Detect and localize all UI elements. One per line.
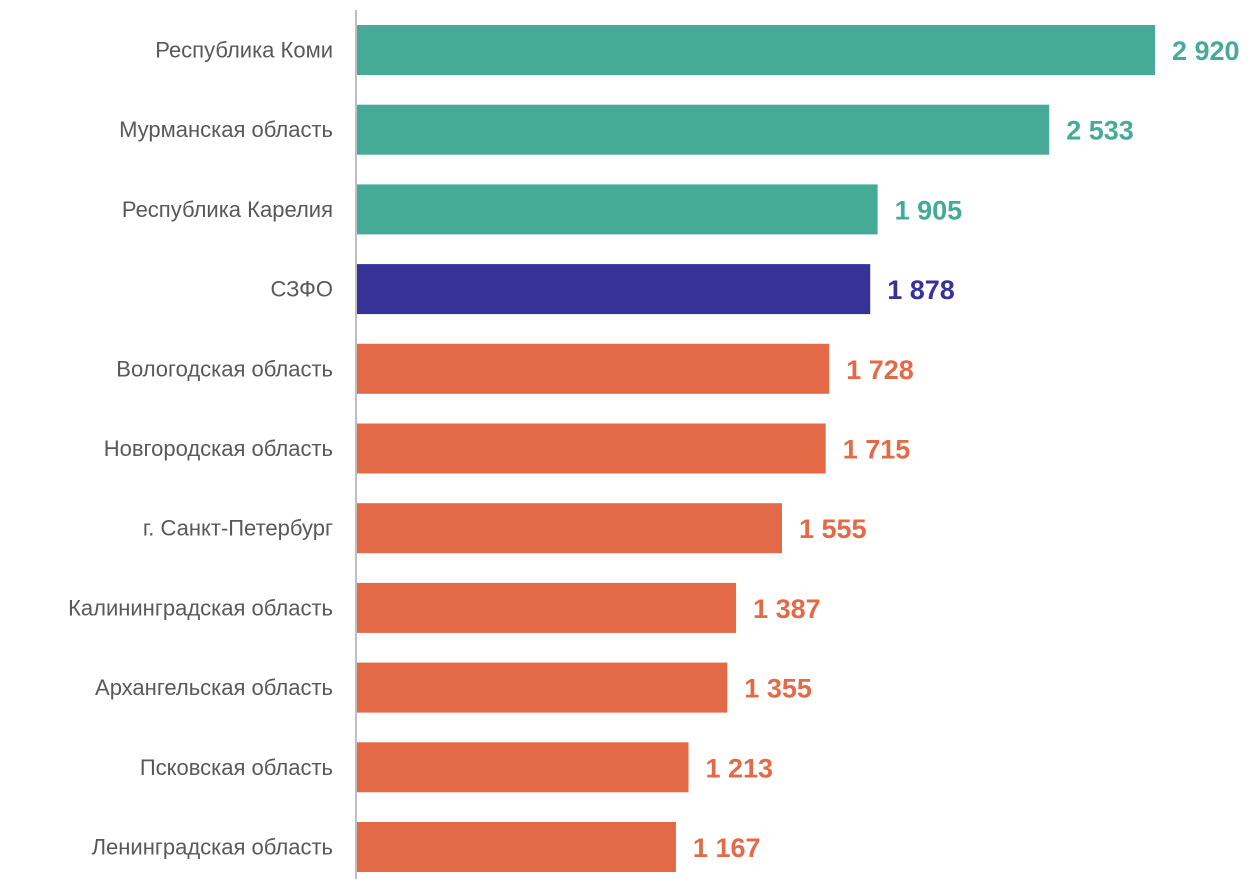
category-label-2: Мурманская область [119,117,333,142]
value-label-2: 2 533 [1066,116,1134,146]
category-label-9: Архангельская область [95,675,333,700]
value-label-7: 1 555 [799,514,867,544]
value-label-5: 1 728 [846,355,914,385]
bar-5 [357,343,830,394]
category-label-6: Новгородская область [104,436,333,461]
value-label-6: 1 715 [843,435,911,465]
value-label-4: 1 878 [887,275,955,305]
category-label-7: г. Санкт-Петербург [143,516,333,541]
category-label-3: Республика Карелия [122,197,333,222]
bar-10 [357,742,689,793]
bar-1 [357,25,1155,75]
bar-4 [357,264,871,315]
bar-8 [357,582,737,633]
labels-layer: Республика Коми 2 920 Мурманская область 2 … [68,36,1240,863]
bar-2 [357,104,1050,155]
category-label-10: Псковская область [140,755,333,780]
value-label-10: 1 213 [705,753,773,783]
value-label-8: 1 387 [753,594,821,624]
value-label-3: 1 905 [895,195,963,225]
bar-11 [357,822,676,872]
bar-3 [357,184,878,235]
value-label-11: 1 167 [693,833,761,863]
bar-7 [357,503,782,554]
category-label-11: Ленинградская область [92,835,333,860]
bar-6 [357,423,826,474]
bar-9 [357,662,728,713]
category-label-1: Республика Коми [155,38,333,63]
bars-layer [357,25,1155,872]
category-label-8: Калининградская область [68,595,333,620]
category-label-5: Вологодская область [116,356,333,381]
value-label-9: 1 355 [744,674,812,704]
value-label-1: 2 920 [1172,36,1240,66]
category-label-4: СЗФО [270,277,333,302]
